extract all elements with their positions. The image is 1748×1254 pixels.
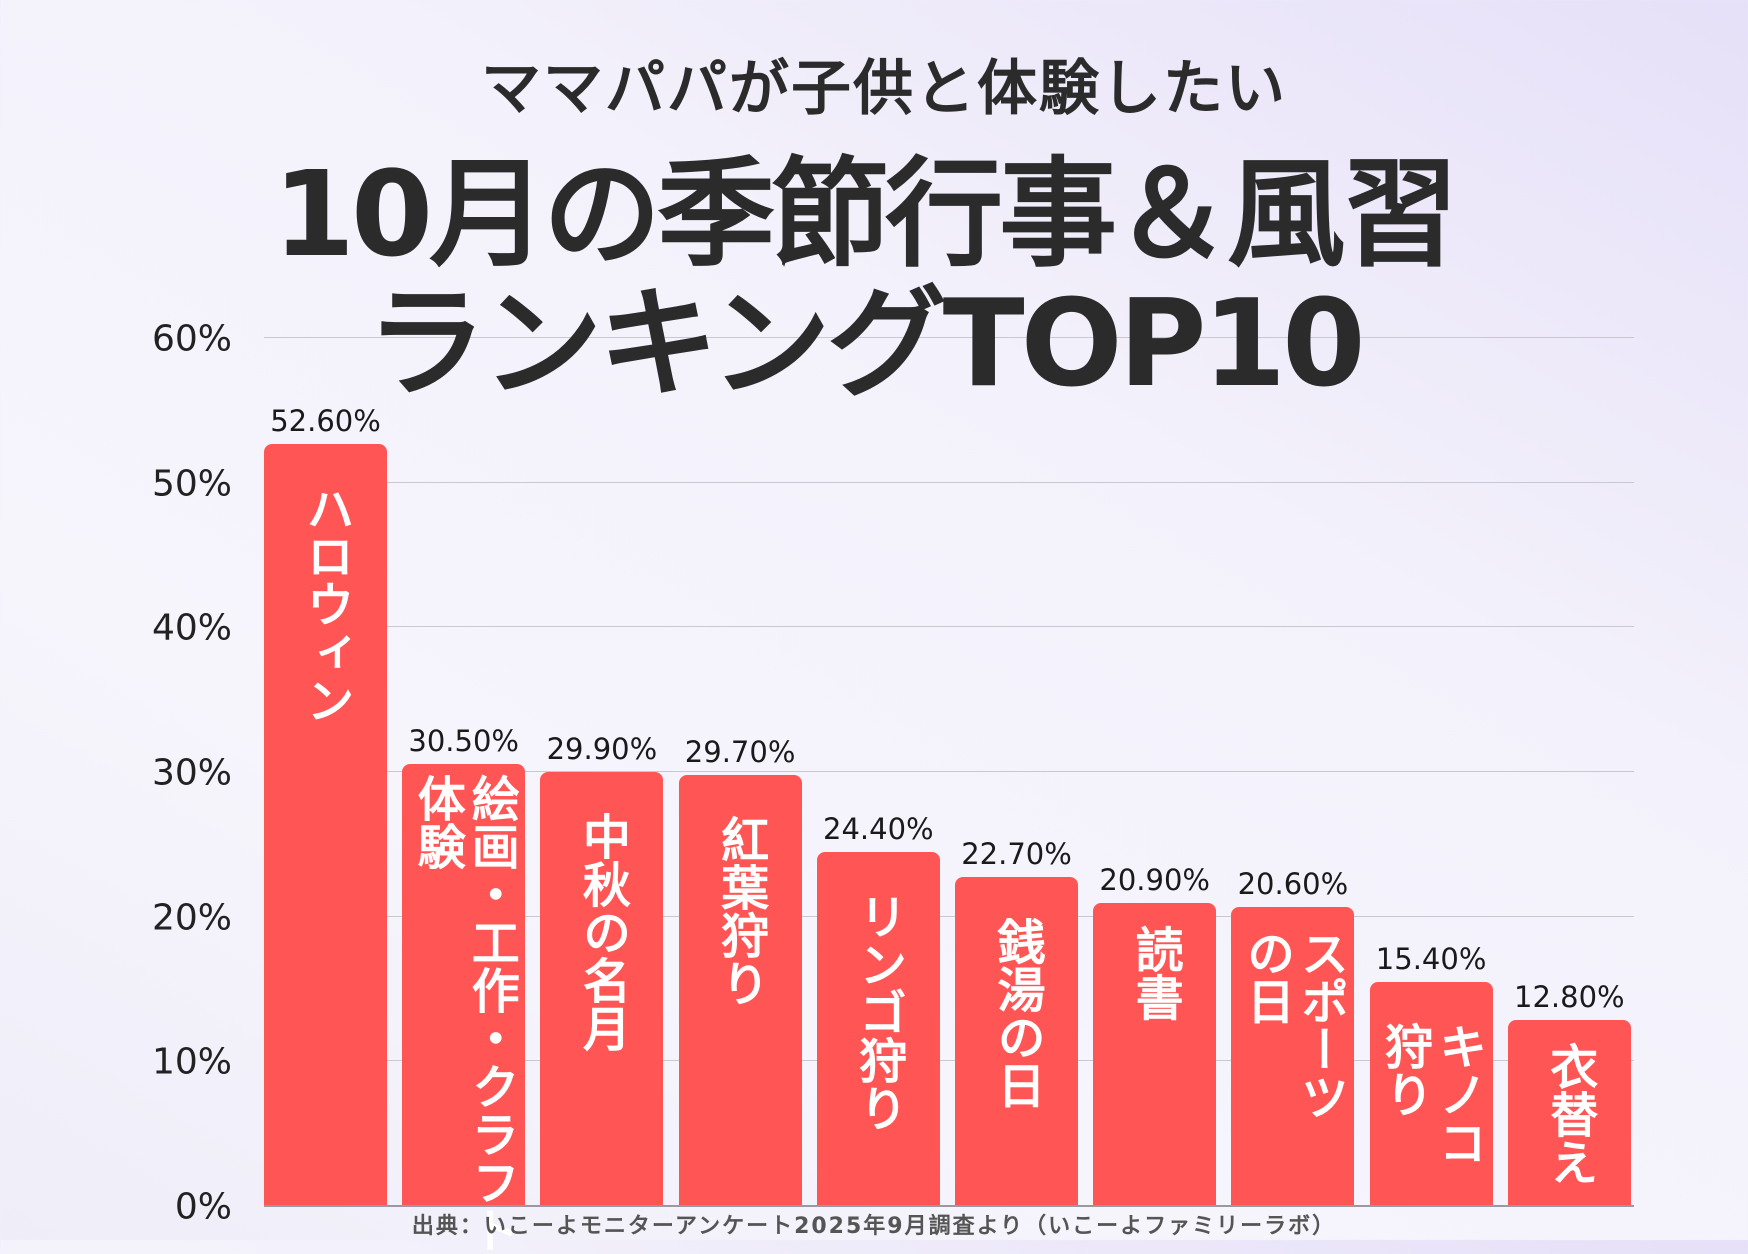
bar: リンゴ狩り — [816, 852, 940, 1205]
bar-category-label: 衣替え — [1541, 1041, 1598, 1186]
gridline — [264, 481, 1634, 483]
source-note: 出典：いこーよモニターアンケート2025年9月調査より（いこーよファミリーラボ） — [411, 1214, 1337, 1239]
bar: 絵画・工作・クラフト 体験 — [402, 763, 526, 1254]
bar: スポーツ の日 — [1231, 906, 1355, 1205]
bar: ハロウィン — [264, 444, 387, 1205]
bar-category-label: キノコ 狩り — [1376, 1022, 1487, 1167]
y-tick-label: 60% — [151, 318, 232, 360]
bar: 読書 — [1093, 902, 1217, 1205]
bar-category-label: リンゴ狩り — [850, 892, 907, 1132]
bar-value-label: 15.40% — [1375, 942, 1487, 977]
bar-category-label: 紅葉狩り — [712, 815, 769, 1008]
gridline — [264, 771, 1634, 772]
bar-value-label: 12.80% — [1514, 979, 1625, 1014]
bar-value-label: 29.70% — [684, 735, 796, 770]
bar-value-label: 20.90% — [1099, 862, 1210, 897]
chart-title-line3: ランキングTOP10 — [366, 275, 1365, 414]
y-tick-label: 30% — [151, 752, 232, 794]
bar-category-label: 読書 — [1126, 924, 1183, 1021]
bar-value-label: 24.40% — [823, 812, 934, 846]
gridline — [264, 915, 1634, 917]
bar: 中秋の名月 — [540, 772, 664, 1205]
y-tick-label: 20% — [151, 897, 232, 939]
bar-category-label: 絵画・工作・クラフト 体験 — [408, 773, 519, 1254]
bar: 衣替え — [1507, 1019, 1631, 1205]
bar: 紅葉狩り — [678, 775, 802, 1205]
chart-title-line2: 10月の季節行事＆風習 — [272, 145, 1459, 283]
bar-category-label: スポーツ の日 — [1237, 928, 1348, 1121]
bar-value-label: 22.70% — [961, 836, 1072, 871]
y-tick-label: 40% — [151, 607, 232, 649]
bar-value-label: 20.60% — [1237, 866, 1349, 901]
bar-category-label: ハロウィン — [297, 484, 354, 725]
y-tick-label: 10% — [151, 1041, 232, 1083]
chart-title-line1: ママパパが子供と体験したい — [481, 54, 1287, 124]
bar: キノコ 狩り — [1369, 982, 1493, 1205]
bar-category-label: 中秋の名月 — [573, 812, 630, 1053]
bar: 銭湯の日 — [955, 876, 1078, 1205]
y-tick-label: 50% — [151, 463, 232, 505]
bar-value-label: 52.60% — [270, 404, 381, 439]
bar-category-label: 銭湯の日 — [988, 916, 1045, 1109]
gridline — [264, 1060, 1634, 1062]
bar-value-label: 29.90% — [546, 732, 658, 767]
gridline — [264, 626, 1634, 628]
x-axis-line — [264, 1205, 1634, 1207]
y-tick-label: 0% — [174, 1186, 232, 1228]
bar-value-label: 30.50% — [408, 723, 519, 758]
gridline — [264, 337, 1634, 338]
